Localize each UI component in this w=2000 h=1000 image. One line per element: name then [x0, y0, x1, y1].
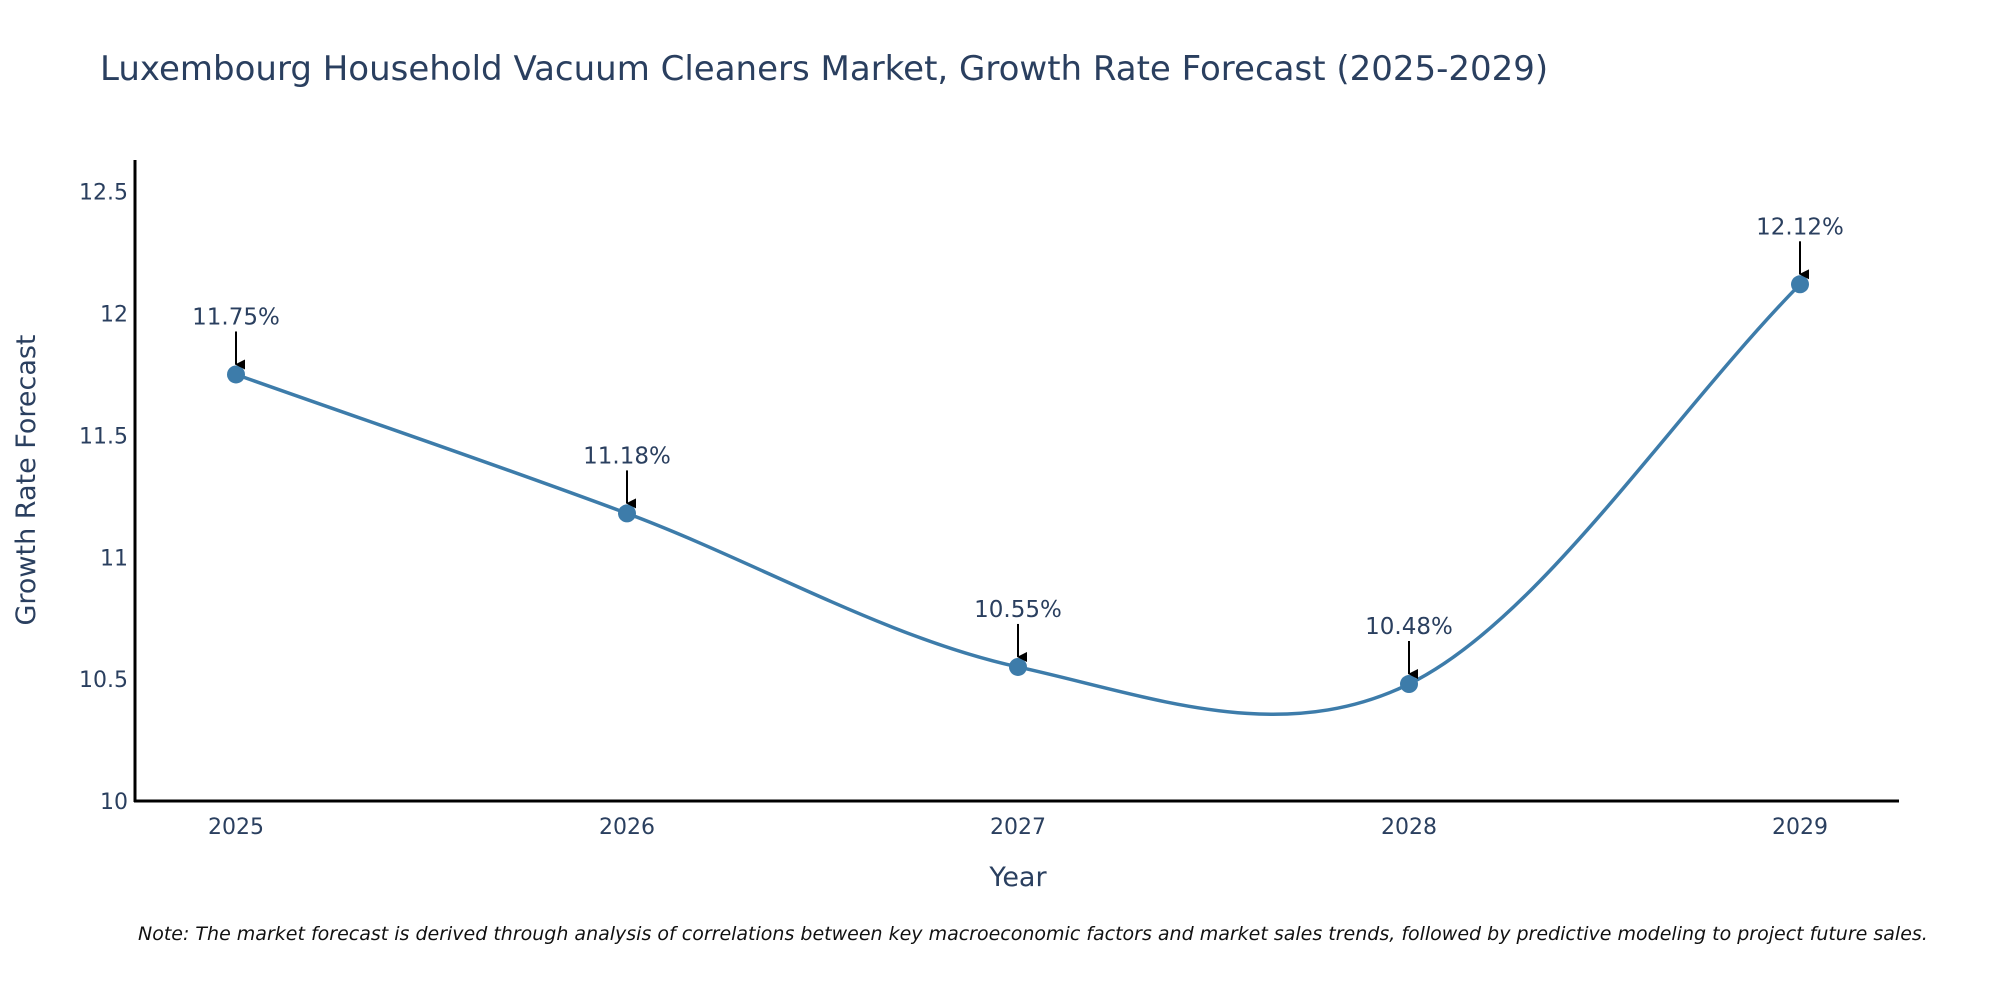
data-label: 12.12% [1756, 214, 1844, 240]
footnote: Note: The market forecast is derived thr… [138, 923, 1928, 945]
x-tick-label: 2026 [599, 815, 655, 840]
y-axis-ticks: 10 10.5 11 11.5 12 12.5 [79, 181, 128, 815]
data-point [227, 365, 245, 384]
x-tick-label: 2028 [1381, 815, 1437, 840]
x-tick-label: 2027 [990, 815, 1046, 840]
x-axis-title: Year [988, 862, 1047, 893]
x-tick-label: 2025 [208, 815, 264, 840]
y-tick-label: 10.5 [79, 668, 128, 693]
data-labels: 11.75% 11.18% 10.55% 10.48% 12.12% [192, 214, 1844, 680]
data-point [618, 504, 636, 523]
series-line [235, 283, 1802, 717]
data-point [1400, 675, 1418, 694]
data-point [1009, 657, 1027, 676]
data-label: 11.18% [583, 443, 671, 469]
y-tick-label: 12.5 [79, 181, 128, 206]
y-tick-label: 12 [100, 303, 128, 328]
y-axis-title: Growth Rate Forecast [11, 334, 42, 625]
y-tick-label: 11 [100, 546, 128, 571]
data-label: 11.75% [192, 304, 280, 330]
data-label: 10.55% [974, 597, 1062, 623]
y-tick-label: 11.5 [79, 424, 128, 449]
x-axis-ticks: 2025 2026 2027 2028 2029 [208, 815, 1828, 840]
data-point [1791, 275, 1809, 294]
data-label: 10.48% [1365, 614, 1453, 640]
x-tick-label: 2029 [1772, 815, 1828, 840]
y-tick-label: 10 [100, 790, 128, 815]
data-points [227, 275, 1809, 694]
chart-title: Luxembourg Household Vacuum Cleaners Mar… [100, 49, 1548, 89]
